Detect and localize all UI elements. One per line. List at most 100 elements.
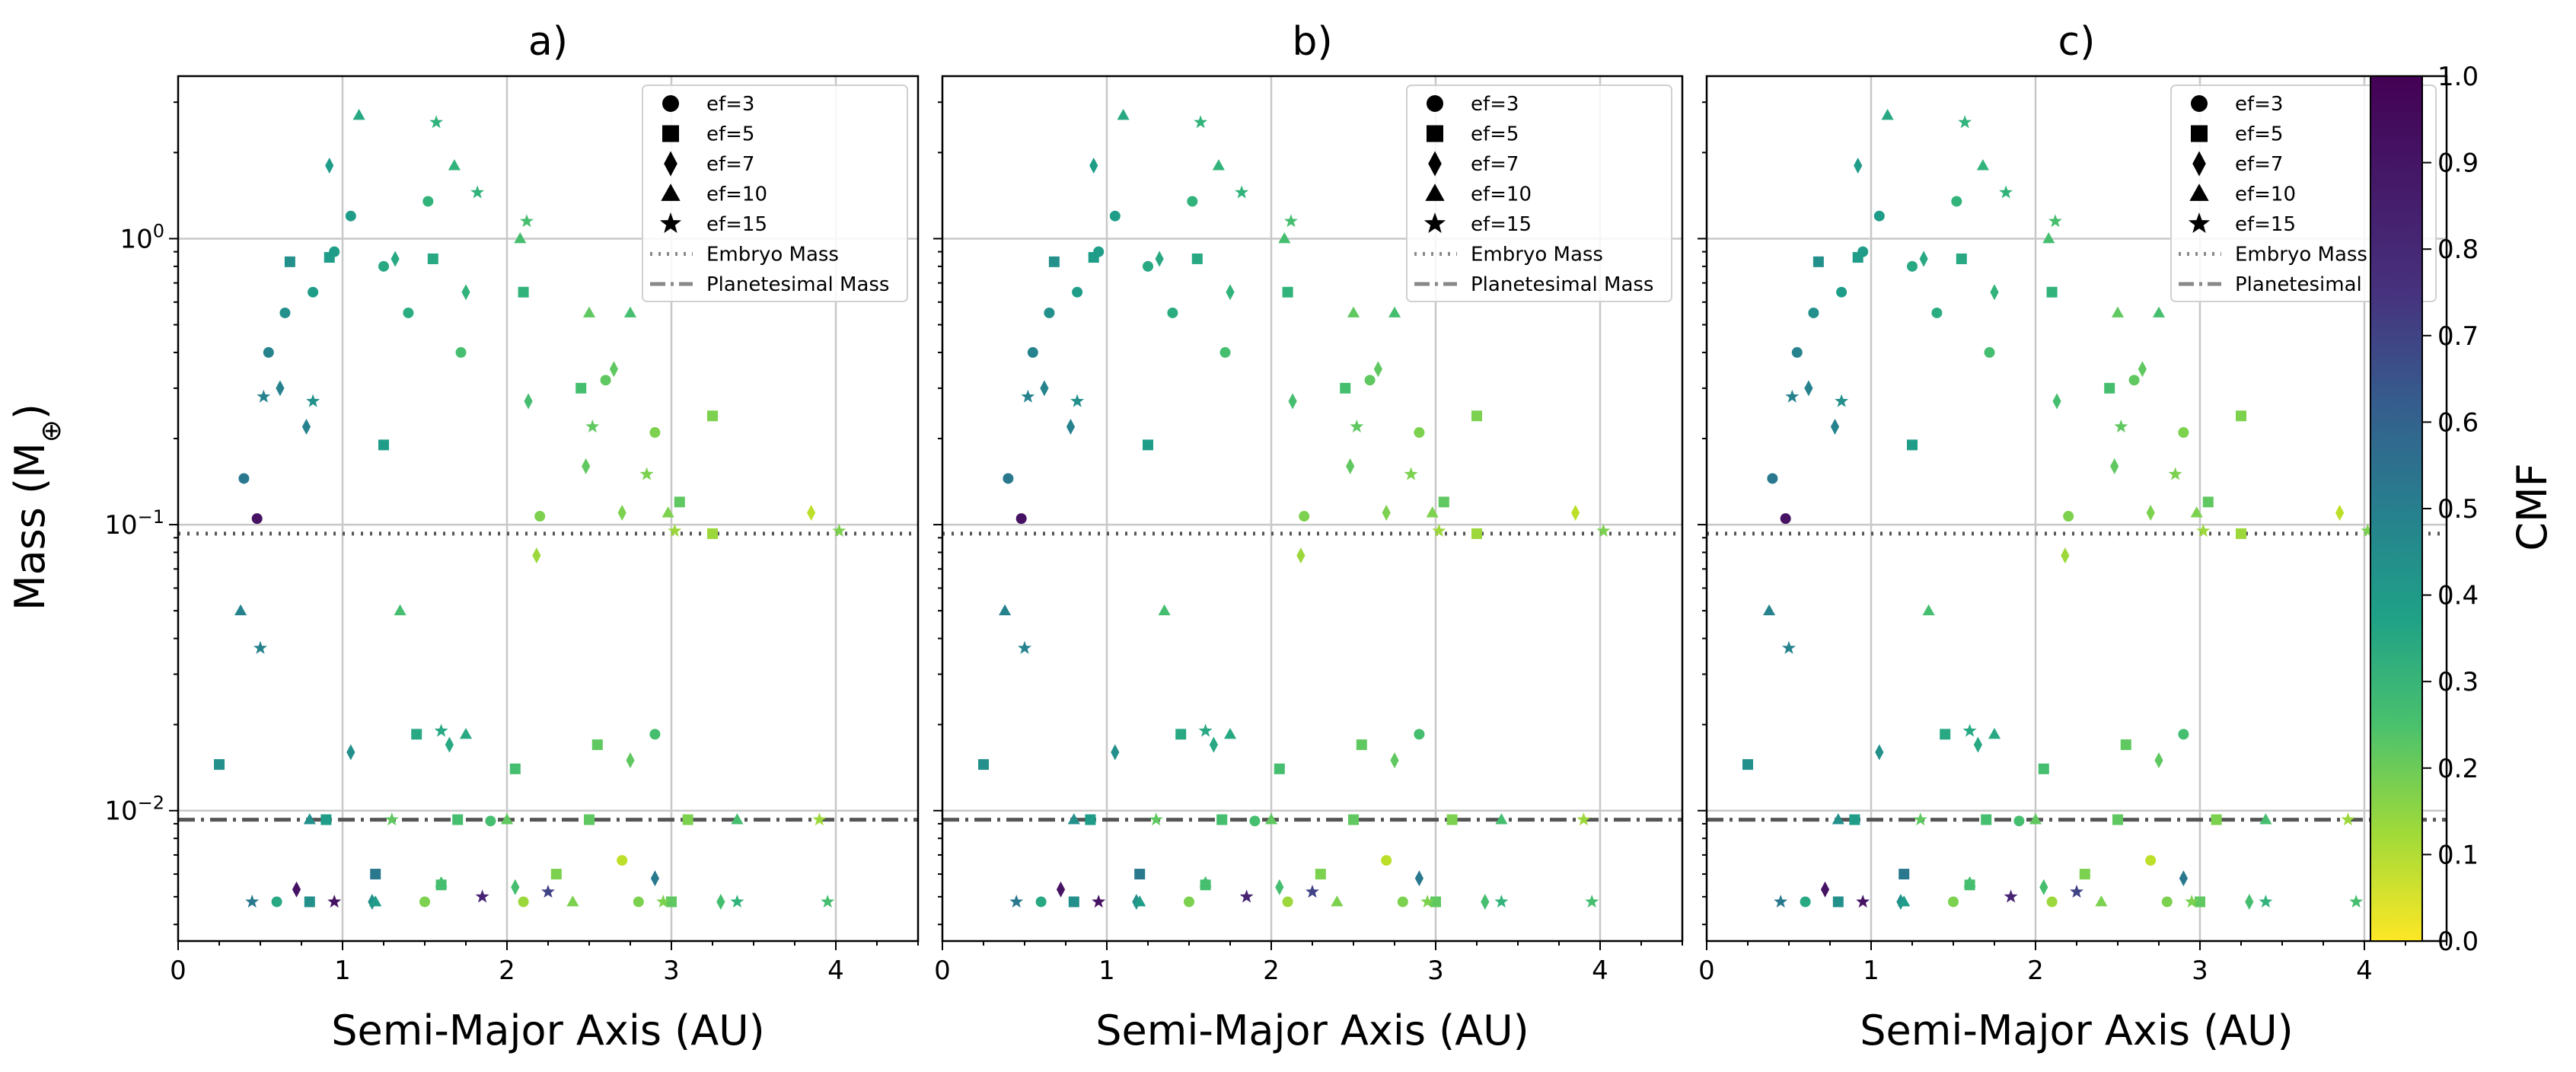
data-point-square: [1340, 382, 1351, 394]
x-tick-label: 0: [170, 956, 187, 986]
data-point-circle: [2178, 427, 2189, 439]
data-point-triangle: [1133, 895, 1146, 907]
data-point-circle: [238, 473, 250, 484]
legend-label: ef=5: [1471, 123, 1519, 146]
data-point-diamond: [1111, 744, 1120, 761]
data-point-star: [585, 420, 600, 433]
triangle-icon: [661, 183, 681, 201]
data-point-diamond: [1296, 547, 1306, 564]
legend-label: ef=10: [2235, 183, 2296, 206]
legend-label: Planetesimal Mass: [1471, 273, 1653, 296]
data-point-square: [1143, 439, 1153, 451]
data-point-triangle: [1495, 813, 1508, 825]
data-point-triangle: [1922, 604, 1935, 616]
data-point-square: [320, 814, 332, 825]
data-point-square: [682, 814, 693, 825]
data-point-triangle: [1264, 813, 1278, 825]
data-point-square: [1282, 286, 1293, 298]
colorbar-tick-label: 0.6: [2437, 407, 2479, 438]
data-point-circle: [1184, 896, 1194, 908]
data-point-circle: [1035, 896, 1047, 908]
data-point-circle: [2013, 815, 2025, 827]
data-point-diamond: [1226, 284, 1235, 301]
data-point-circle: [1364, 375, 1376, 386]
data-point-star: [1283, 214, 1298, 228]
x-axis-label: Semi-Major Axis (AU): [1095, 1007, 1529, 1054]
data-point-star: [656, 895, 671, 908]
data-point-triangle: [1158, 604, 1171, 616]
legend-label: ef=5: [706, 123, 754, 146]
data-point-diamond: [511, 879, 520, 895]
data-point-triangle: [459, 727, 473, 739]
data-point-diamond: [2052, 393, 2061, 410]
data-point-triangle: [2042, 232, 2055, 244]
data-point-square: [324, 252, 335, 263]
data-point-square: [1068, 896, 1079, 908]
data-point-star: [1239, 889, 1254, 903]
data-point-circle: [1072, 286, 1083, 298]
data-point-square: [2236, 410, 2246, 422]
data-point-square: [509, 763, 521, 774]
legend-label: Embryo Mass: [2235, 244, 2367, 266]
data-point-square: [411, 729, 422, 740]
data-point-diamond: [1346, 458, 1355, 474]
data-point-triangle: [731, 813, 744, 825]
data-point-circle: [1282, 896, 1293, 908]
data-point-circle: [1948, 896, 1959, 908]
data-point-triangle: [623, 306, 637, 317]
legend-label: ef=10: [706, 183, 767, 206]
data-point-circle: [1808, 307, 1819, 318]
data-point-star: [832, 524, 846, 538]
colorbar-tick-label: 0.2: [2437, 754, 2479, 784]
data-point-diamond: [1288, 393, 1297, 410]
data-point-star: [253, 640, 267, 654]
data-point-square: [1956, 253, 1967, 264]
diamond-icon: [664, 151, 677, 177]
data-point-square: [584, 814, 595, 825]
data-point-triangle: [2029, 813, 2042, 825]
data-point-star: [306, 394, 320, 407]
data-point-circle: [1219, 346, 1231, 358]
legend-label: ef=3: [1471, 93, 1519, 116]
data-point-triangle: [1199, 876, 1212, 888]
data-point-circle: [263, 346, 274, 358]
data-point-square: [1832, 896, 1844, 908]
data-point-diamond: [716, 893, 725, 910]
data-point-circle: [1299, 511, 1310, 522]
data-point-triangle: [500, 813, 514, 825]
data-point-square: [707, 410, 718, 422]
data-point-square: [214, 759, 225, 770]
data-point-star: [1585, 895, 1599, 908]
data-point-star: [434, 723, 448, 737]
data-point-circle: [1907, 260, 1918, 272]
data-point-star: [257, 389, 271, 403]
data-point-diamond: [445, 736, 454, 753]
data-point-diamond: [1382, 505, 1391, 522]
colorbar-tick-label: 0.1: [2437, 840, 2479, 870]
data-point-square: [2046, 286, 2058, 298]
legend: ef=3 ef=5 ef=7 ef=10 ef=15 Embryo Mass Planete…: [642, 85, 908, 302]
data-point-diamond: [1830, 418, 1840, 435]
data-point-square: [1430, 896, 1441, 908]
data-point-circle: [251, 513, 263, 525]
data-points: [978, 109, 1611, 910]
data-point-star: [1235, 185, 1249, 199]
x-tick-label: 4: [1592, 956, 1608, 986]
colorbar-tick-label: 1.0: [2437, 62, 2479, 92]
data-point-triangle: [1763, 604, 1776, 616]
y-tick-label: 100: [120, 220, 164, 254]
data-point-circle: [1414, 427, 1425, 439]
data-point-circle: [1187, 196, 1198, 207]
data-point-diamond: [346, 744, 355, 761]
panel-title: a): [528, 19, 568, 65]
data-point-circle: [633, 896, 644, 908]
data-point-circle: [1931, 307, 1943, 318]
data-point-circle: [2046, 896, 2058, 908]
legend-label: ef=15: [706, 213, 767, 236]
data-point-triangle: [234, 604, 247, 616]
data-point-triangle: [514, 232, 527, 244]
data-point-triangle: [662, 506, 674, 518]
data-point-square: [1471, 528, 1482, 539]
data-point-star: [1009, 895, 1024, 908]
data-point-square: [978, 759, 989, 770]
